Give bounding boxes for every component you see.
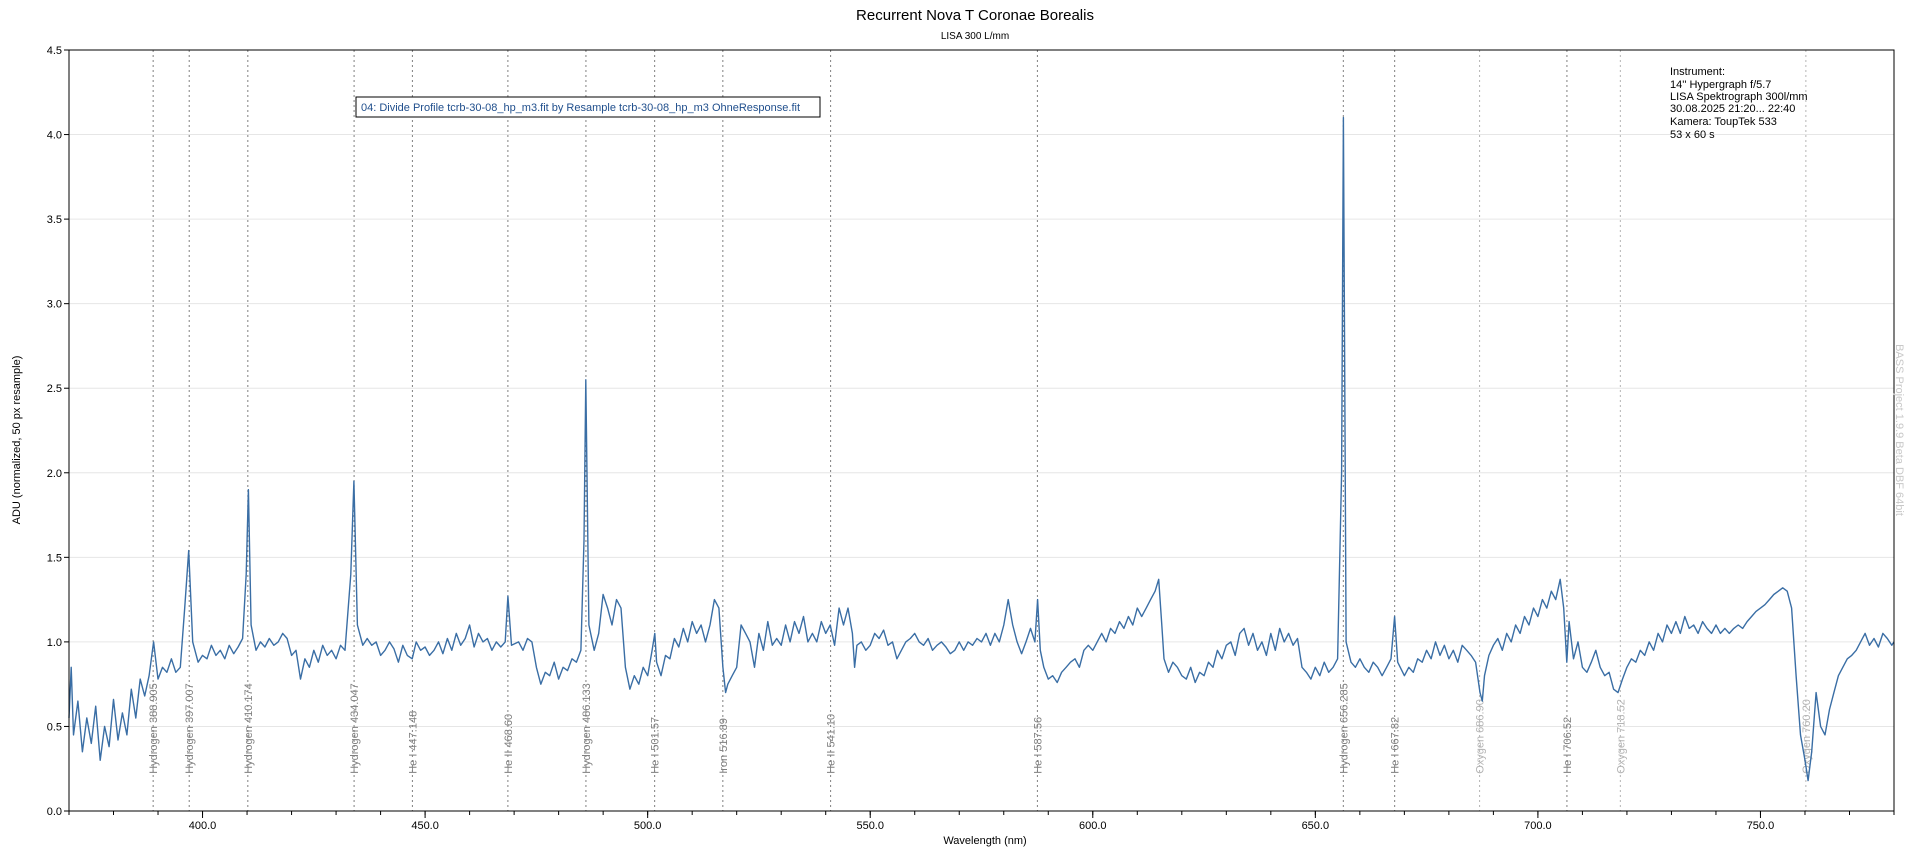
chart-subtitle: LISA 300 L/mm <box>941 31 1009 42</box>
y-tick-label: 3.5 <box>47 214 62 226</box>
y-tick-label: 2.0 <box>47 468 62 480</box>
y-tick-label: 1.0 <box>47 637 62 649</box>
y-tick-label: 3.0 <box>47 299 62 311</box>
y-tick-label: 4.5 <box>47 45 62 57</box>
spectral-line-label: Hydrogen 656.285 <box>1338 683 1350 774</box>
instrument-annotation: Instrument: 14'' Hypergraph f/5.7 LISA S… <box>1670 66 1808 141</box>
annotation-line: 53 x 60 s <box>1670 129 1715 141</box>
x-tick-label: 550.0 <box>856 820 884 832</box>
spectral-line-label: He I 501.57 <box>650 717 662 774</box>
annotation-line: 14'' Hypergraph f/5.7 <box>1670 79 1771 91</box>
spectral-line-label: He I 447.148 <box>407 711 419 774</box>
annotation-line: Instrument: <box>1670 66 1725 78</box>
watermark-text: BASS Project 1.9.9 Beta DBF 64bit <box>1893 344 1905 516</box>
spectral-line-label: Hydrogen 397.007 <box>184 683 196 774</box>
spectral-line-label: He I 706.52 <box>1562 717 1574 774</box>
legend: 04: Divide Profile tcrb-30-08_hp_m3.fit … <box>356 97 820 117</box>
spectral-line-label: He II 468.60 <box>503 714 515 774</box>
spectral-line-label: Hydrogen 410.174 <box>243 683 255 774</box>
x-tick-label: 650.0 <box>1302 820 1330 832</box>
y-tick-label: 2.5 <box>47 383 62 395</box>
y-tick-label: 0.0 <box>47 806 62 818</box>
y-tick-label: 4.0 <box>47 130 62 142</box>
plot-area: 0.0 0.5 1.0 1.5 2.0 2.5 3.0 3.5 4.0 4.5 400.0 450.0… <box>47 45 1894 832</box>
spectral-line-label: Hydrogen 388.905 <box>148 683 160 774</box>
spectral-line-label: Oxygen 760.20 <box>1801 699 1813 774</box>
y-tick-label: 0.5 <box>47 721 62 733</box>
chart-title: Recurrent Nova T Coronae Borealis <box>856 7 1094 24</box>
spectral-line-label: He I 587.56 <box>1032 717 1044 774</box>
y-axis-label: ADU (normalized, 50 px resample) <box>11 356 23 525</box>
x-tick-label: 750.0 <box>1747 820 1775 832</box>
annotation-line: LISA Spektrograph 300l/mm <box>1670 91 1808 103</box>
annotation-line: Kamera: ToupTek 533 <box>1670 116 1777 128</box>
spectral-line-label: Oxygen 718.52 <box>1615 699 1627 774</box>
spectral-line-label: Oxygen 686.90 <box>1475 699 1487 774</box>
legend-entry: 04: Divide Profile tcrb-30-08_hp_m3.fit … <box>361 102 800 114</box>
x-tick-label: 600.0 <box>1079 820 1107 832</box>
y-tick-label: 1.5 <box>47 552 62 564</box>
spectral-line-label: Iron 516.89 <box>718 718 730 774</box>
x-tick-label: 450.0 <box>411 820 439 832</box>
spectral-line-label: Hydrogen 486.133 <box>581 683 593 774</box>
x-tick-label: 700.0 <box>1524 820 1552 832</box>
x-axis-label: Wavelength (nm) <box>943 835 1026 847</box>
annotation-line: 30.08.2025 21:20... 22:40 <box>1670 103 1795 115</box>
spectral-line-label: Hydrogen 434.047 <box>349 683 361 774</box>
x-tick-label: 500.0 <box>634 820 662 832</box>
x-tick-label: 400.0 <box>189 820 217 832</box>
spectral-line-label: He I 667.82 <box>1390 717 1402 774</box>
spectral-line-label: He II 541.10 <box>826 714 838 774</box>
